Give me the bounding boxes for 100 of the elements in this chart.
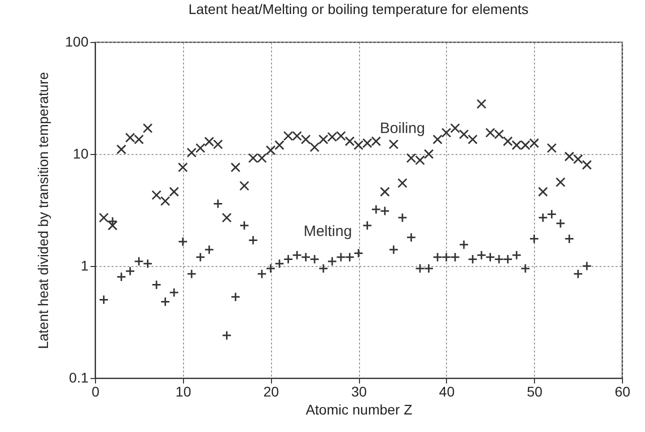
point (178, 162, 188, 172)
point (582, 160, 592, 170)
point (142, 123, 153, 134)
point (98, 294, 109, 305)
x-tick-label: 10 (176, 384, 192, 400)
point (300, 252, 311, 262)
point (213, 198, 223, 209)
point (310, 142, 320, 152)
point (573, 268, 584, 279)
y-tick-label: 0.1 (69, 370, 89, 386)
point (538, 212, 548, 223)
point (424, 264, 434, 274)
y-tick-label: 1 (80, 258, 89, 274)
point (256, 268, 267, 279)
point (125, 266, 136, 276)
point (415, 264, 425, 274)
point (186, 268, 197, 279)
point (512, 250, 522, 260)
point (116, 272, 126, 282)
x-tick-label: 50 (526, 384, 543, 400)
point (186, 148, 197, 158)
point (441, 128, 452, 138)
point (424, 149, 434, 159)
point (239, 180, 250, 191)
point (310, 254, 320, 264)
point (283, 254, 294, 264)
point (230, 162, 240, 172)
point (546, 143, 557, 153)
point (458, 129, 469, 140)
point (230, 292, 240, 302)
point (362, 220, 372, 230)
x-tick-label: 30 (351, 384, 367, 400)
x-tick-label: 20 (263, 384, 280, 400)
point (344, 136, 355, 146)
point (169, 186, 179, 197)
point (520, 264, 530, 274)
point (564, 234, 574, 244)
series-label: Boiling (380, 120, 425, 137)
point (450, 252, 460, 262)
point (248, 235, 258, 246)
point (160, 196, 170, 206)
point (292, 250, 302, 260)
y-tick-label: 10 (72, 146, 89, 162)
x-tick-label: 40 (439, 384, 455, 400)
point (152, 190, 162, 200)
point (476, 98, 486, 109)
point (556, 177, 566, 188)
point (388, 139, 399, 150)
point (502, 136, 513, 146)
x-axis-title: Atomic number Z (306, 402, 413, 418)
point (502, 254, 513, 264)
point (441, 252, 452, 262)
point (432, 252, 442, 262)
y-tick-label: 100 (65, 34, 89, 50)
point (108, 220, 118, 230)
point (327, 256, 338, 266)
point (538, 186, 548, 197)
point (397, 178, 408, 188)
point (142, 258, 153, 269)
point (336, 252, 346, 262)
point (266, 264, 276, 274)
x-tick-label: 60 (614, 384, 630, 400)
point (546, 209, 557, 220)
point (354, 248, 364, 258)
series-label: Melting (304, 222, 352, 240)
point (274, 140, 284, 150)
point (556, 218, 566, 228)
point (222, 212, 232, 223)
point (344, 252, 355, 262)
chart-title: Latent heat/Melting or boiling temperature for elements (188, 1, 529, 17)
point (160, 296, 170, 307)
point (468, 134, 478, 144)
point (494, 254, 504, 264)
point (204, 244, 214, 255)
point (266, 145, 276, 156)
point (371, 204, 381, 214)
point (582, 261, 592, 271)
point (169, 288, 179, 298)
point (397, 212, 408, 223)
point (432, 134, 442, 144)
point (152, 280, 162, 290)
y-axis-title: Latent heat divided by transition temperature (35, 72, 52, 350)
point (485, 252, 496, 262)
point (274, 258, 284, 269)
point (468, 254, 478, 264)
point (406, 232, 416, 242)
point (195, 252, 206, 262)
point (476, 250, 486, 260)
point (195, 143, 206, 153)
point (116, 144, 126, 154)
point (134, 256, 144, 266)
point (450, 123, 460, 134)
point (380, 206, 390, 216)
point (529, 234, 540, 244)
point (318, 264, 328, 274)
point (222, 330, 232, 340)
point (458, 240, 469, 250)
point (388, 244, 399, 255)
x-tick-label: 0 (92, 384, 100, 400)
point (98, 212, 109, 223)
